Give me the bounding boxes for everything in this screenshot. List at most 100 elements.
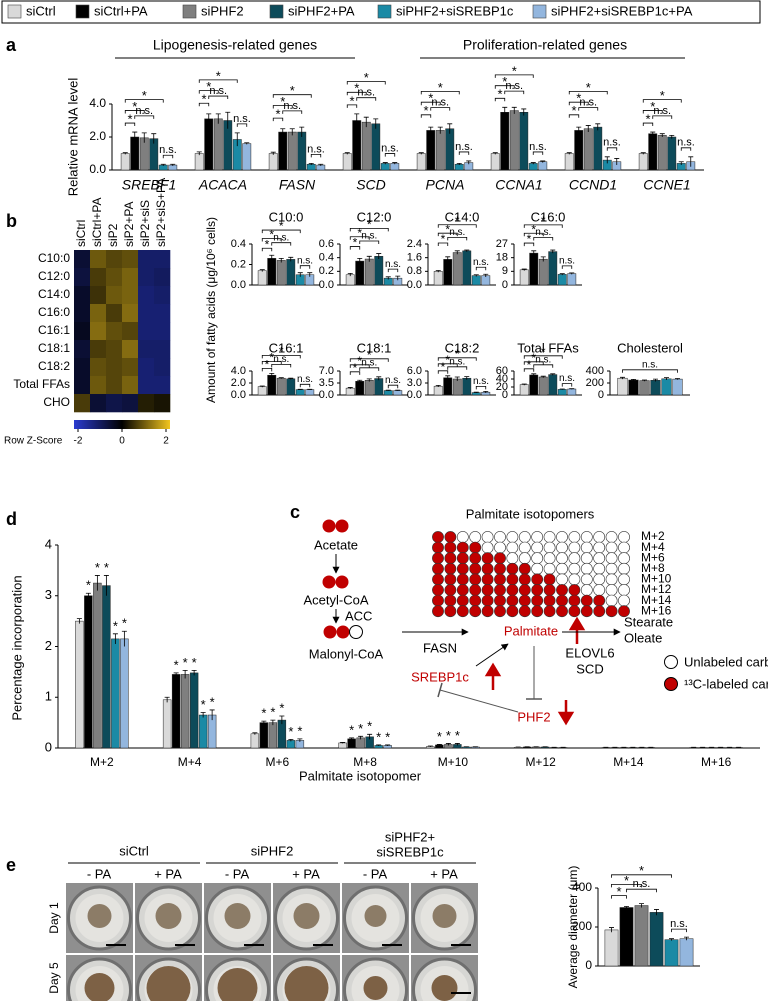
bar — [548, 374, 558, 396]
carbon-labeled — [444, 605, 457, 618]
bar — [84, 595, 93, 749]
bar — [213, 118, 223, 171]
y-tick-label: 0.4 — [319, 252, 334, 264]
significance: n.s. — [449, 227, 465, 238]
error-bar — [354, 113, 360, 128]
bar — [171, 674, 181, 749]
significance-bracket — [420, 114, 432, 118]
error-bar — [270, 151, 276, 155]
row-label: C16:1 — [38, 323, 70, 337]
colorbar-tick-label: -2 — [74, 436, 83, 447]
bar — [295, 389, 305, 396]
significance-bracket — [561, 265, 573, 269]
significance-bracket — [208, 95, 229, 100]
isotopomer-label: M+14 — [641, 593, 672, 607]
carbon-unlabeled — [481, 541, 494, 554]
significance: n.s. — [603, 137, 621, 149]
significance: * — [531, 222, 536, 236]
significance: n.s. — [273, 354, 289, 365]
carbon-unlabeled — [349, 625, 363, 639]
x-tick-label: M+16 — [701, 755, 732, 769]
bar — [361, 121, 371, 171]
heatmap-cell — [106, 268, 123, 287]
error-bar — [472, 746, 478, 748]
significance: * — [290, 83, 295, 98]
significance-bracket — [261, 361, 282, 365]
bar — [416, 153, 426, 171]
significance-bracket — [299, 383, 311, 388]
significance: * — [541, 345, 546, 359]
bar — [286, 378, 296, 396]
bar — [649, 912, 664, 967]
error-bar — [160, 163, 166, 166]
error-bar — [307, 272, 313, 277]
heatmap-cell — [90, 394, 107, 413]
bar — [619, 907, 634, 967]
group-title: Proliferation-related genes — [463, 37, 627, 53]
carbon-labeled — [494, 584, 506, 596]
carbon-unlabeled — [556, 552, 568, 565]
bar — [519, 384, 529, 396]
error-bar — [542, 746, 548, 748]
treatment-label: + PA — [154, 866, 182, 881]
carbon-unlabeled — [543, 552, 556, 565]
error-bar — [280, 128, 286, 136]
y-tick-label: 0.2 — [319, 265, 334, 277]
significance-bracket — [349, 364, 370, 368]
carbon-labeled — [322, 519, 336, 533]
isotopomer-label: M+12 — [641, 582, 672, 596]
colorbar-label: Row Z-Score — [4, 436, 63, 447]
error-bar — [121, 630, 127, 647]
significance: n.s. — [559, 255, 575, 266]
error-bar — [483, 273, 489, 277]
error-bar — [234, 132, 240, 147]
significance: * — [113, 618, 118, 633]
heatmap-cell — [106, 250, 123, 269]
error-bar — [269, 373, 275, 377]
carbon-labeled — [469, 562, 482, 575]
bar — [462, 377, 472, 396]
carbon-labeled — [444, 594, 457, 607]
panel-letter: b — [6, 211, 17, 231]
significance: n.s. — [559, 373, 575, 384]
bar — [189, 672, 199, 749]
significance: * — [376, 729, 381, 744]
bar — [267, 258, 277, 286]
significance-bracket — [523, 368, 535, 372]
significance: * — [216, 68, 221, 83]
carbon-unlabeled — [593, 531, 606, 543]
bar — [538, 376, 548, 396]
spheroid-image — [411, 955, 478, 1001]
column-label: siP2+siS — [138, 200, 152, 247]
row-label: C18:1 — [38, 341, 70, 355]
error-bar — [288, 256, 294, 262]
y-tick-label: 3.0 — [407, 377, 422, 389]
bar — [435, 130, 445, 171]
significance: n.s. — [381, 142, 399, 154]
heatmap-cell — [74, 250, 91, 269]
error-bar — [428, 126, 434, 134]
error-bar — [521, 268, 527, 271]
significance: * — [269, 351, 274, 365]
carbon-unlabeled — [543, 541, 556, 554]
carbon-unlabeled — [494, 531, 506, 543]
carbon-labeled — [543, 573, 556, 586]
error-bar — [132, 131, 138, 142]
significance-bracket — [533, 364, 554, 368]
bar — [433, 271, 443, 286]
y-tick-label: 2 — [45, 638, 52, 653]
carbon-labeled — [593, 594, 606, 607]
error-bar — [85, 592, 91, 599]
legend-label: siCtrl+PA — [94, 3, 148, 18]
bar — [452, 378, 462, 396]
colorbar-tick-label: 0 — [119, 436, 125, 447]
significance-bracket — [271, 364, 292, 368]
significance: * — [275, 107, 280, 122]
carbon-labeled — [481, 594, 494, 607]
y-tick-label: 2.0 — [89, 129, 106, 143]
carbon-labeled — [568, 594, 581, 607]
significance: * — [279, 345, 284, 359]
y-tick-label: 0.2 — [231, 258, 246, 270]
panel-letter: c — [290, 502, 300, 522]
